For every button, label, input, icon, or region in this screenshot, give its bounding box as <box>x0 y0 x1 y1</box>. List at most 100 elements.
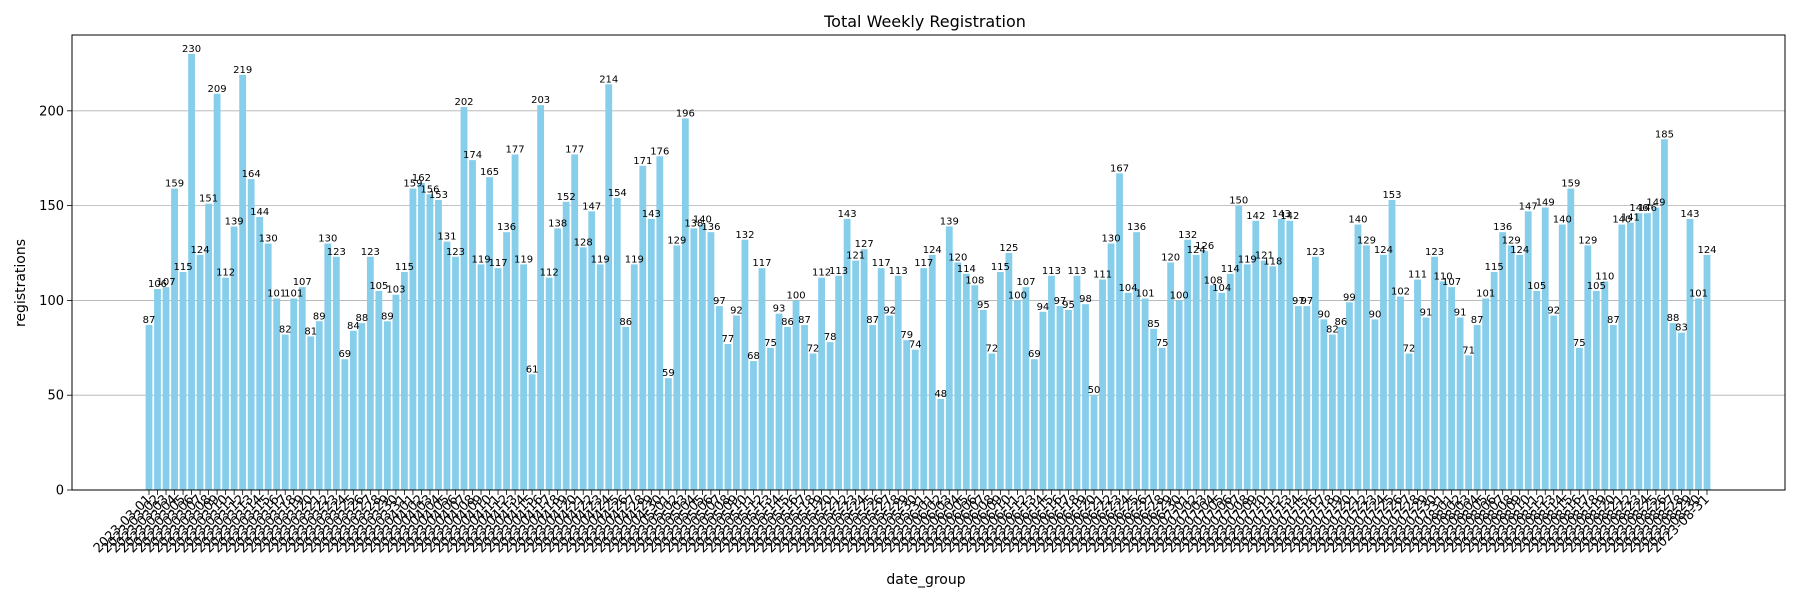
bar <box>1260 260 1268 490</box>
bar-value-label: 123 <box>1425 247 1444 258</box>
bar-value-label: 130 <box>318 234 337 245</box>
bar <box>1090 395 1098 490</box>
y-tick-label: 150 <box>39 199 64 214</box>
bar-value-label: 123 <box>1306 247 1325 258</box>
bar-value-label: 147 <box>582 201 601 212</box>
bar-value-label: 136 <box>497 222 516 233</box>
bar <box>1567 188 1575 490</box>
bar <box>1320 319 1328 490</box>
bar-value-label: 124 <box>1697 245 1716 256</box>
bar <box>1669 323 1677 490</box>
x-axis-label: date_group <box>886 572 965 588</box>
bar-value-label: 94 <box>1037 302 1050 313</box>
bar-value-label: 97 <box>713 296 726 307</box>
bar <box>375 290 383 490</box>
bar <box>1328 334 1336 490</box>
bar-value-label: 153 <box>429 190 448 201</box>
plot-frame <box>71 34 1786 491</box>
bar <box>537 105 545 490</box>
bar <box>1235 205 1243 490</box>
bar <box>1039 311 1047 490</box>
bar <box>1550 315 1558 490</box>
bar <box>852 260 860 490</box>
bar-value-label: 114 <box>957 264 976 275</box>
bar-value-label: 77 <box>722 334 735 345</box>
bar <box>801 325 808 490</box>
bar <box>196 254 204 490</box>
bar <box>264 243 272 490</box>
bar <box>1346 302 1353 490</box>
bar-value-label: 69 <box>338 349 351 360</box>
bar-value-label: 136 <box>1493 222 1512 233</box>
bar <box>656 156 664 491</box>
bar <box>673 245 681 490</box>
bar-value-label: 140 <box>693 215 712 226</box>
bar <box>911 349 919 490</box>
bar-value-label: 125 <box>999 243 1018 254</box>
bar <box>1397 296 1404 490</box>
bar-value-label: 177 <box>565 144 584 155</box>
bar <box>290 298 298 490</box>
bar-value-label: 139 <box>225 216 244 227</box>
bar-value-label: 112 <box>540 268 559 279</box>
bar-value-label: 230 <box>182 44 201 55</box>
bar-value-label: 117 <box>752 258 771 269</box>
bar <box>996 271 1004 490</box>
bar-value-label: 142 <box>1280 211 1299 222</box>
bar <box>630 264 638 490</box>
y-tick-label: 100 <box>39 294 64 309</box>
bar <box>1022 287 1030 490</box>
bar <box>1354 224 1362 491</box>
bar-value-label: 105 <box>369 281 388 292</box>
bar-value-label: 89 <box>313 311 326 322</box>
bar <box>818 277 825 490</box>
bar <box>358 323 366 490</box>
bar-value-label: 159 <box>165 179 184 190</box>
bar-value-label: 82 <box>1326 325 1339 336</box>
bar <box>1380 254 1387 490</box>
bar-value-label: 100 <box>1008 290 1027 301</box>
bar <box>1107 243 1115 490</box>
bar-value-label: 177 <box>506 144 525 155</box>
bar-value-label: 110 <box>1434 271 1453 282</box>
bar <box>843 218 851 491</box>
bar-value-label: 59 <box>662 368 675 379</box>
bar <box>1695 298 1702 490</box>
bar-value-label: 82 <box>279 325 292 336</box>
bar <box>1277 218 1285 491</box>
bar-value-label: 50 <box>1088 385 1101 396</box>
bar <box>443 241 451 490</box>
bars <box>145 53 1711 491</box>
bar <box>1414 279 1421 490</box>
bar <box>1422 317 1430 490</box>
bar <box>826 342 834 490</box>
bar <box>979 309 987 490</box>
bar <box>1192 254 1200 490</box>
bar <box>1626 222 1634 490</box>
bar <box>707 232 715 490</box>
bar-value-label: 71 <box>1462 345 1475 356</box>
bar <box>1482 298 1490 490</box>
bar <box>162 287 170 490</box>
bar <box>401 271 408 490</box>
bar <box>298 287 306 490</box>
bar-value-label: 146 <box>1629 203 1648 214</box>
bar <box>1218 292 1226 490</box>
bar-value-label: 113 <box>1067 266 1086 277</box>
bar-value-label: 174 <box>463 150 482 161</box>
bar <box>188 53 195 490</box>
bar-value-label: 72 <box>985 344 998 355</box>
bar-value-label: 84 <box>347 321 360 332</box>
bar <box>1601 281 1609 490</box>
bar-value-label: 214 <box>599 74 618 85</box>
bar <box>1609 325 1617 490</box>
bar <box>1243 264 1251 490</box>
bar-value-label: 87 <box>1607 315 1620 326</box>
bar-value-label: 154 <box>608 188 627 199</box>
bar-value-label: 156 <box>420 184 439 195</box>
bar <box>1516 254 1524 490</box>
y-tick-label: 200 <box>39 104 64 119</box>
bar <box>1643 213 1651 491</box>
bar <box>1167 262 1175 490</box>
